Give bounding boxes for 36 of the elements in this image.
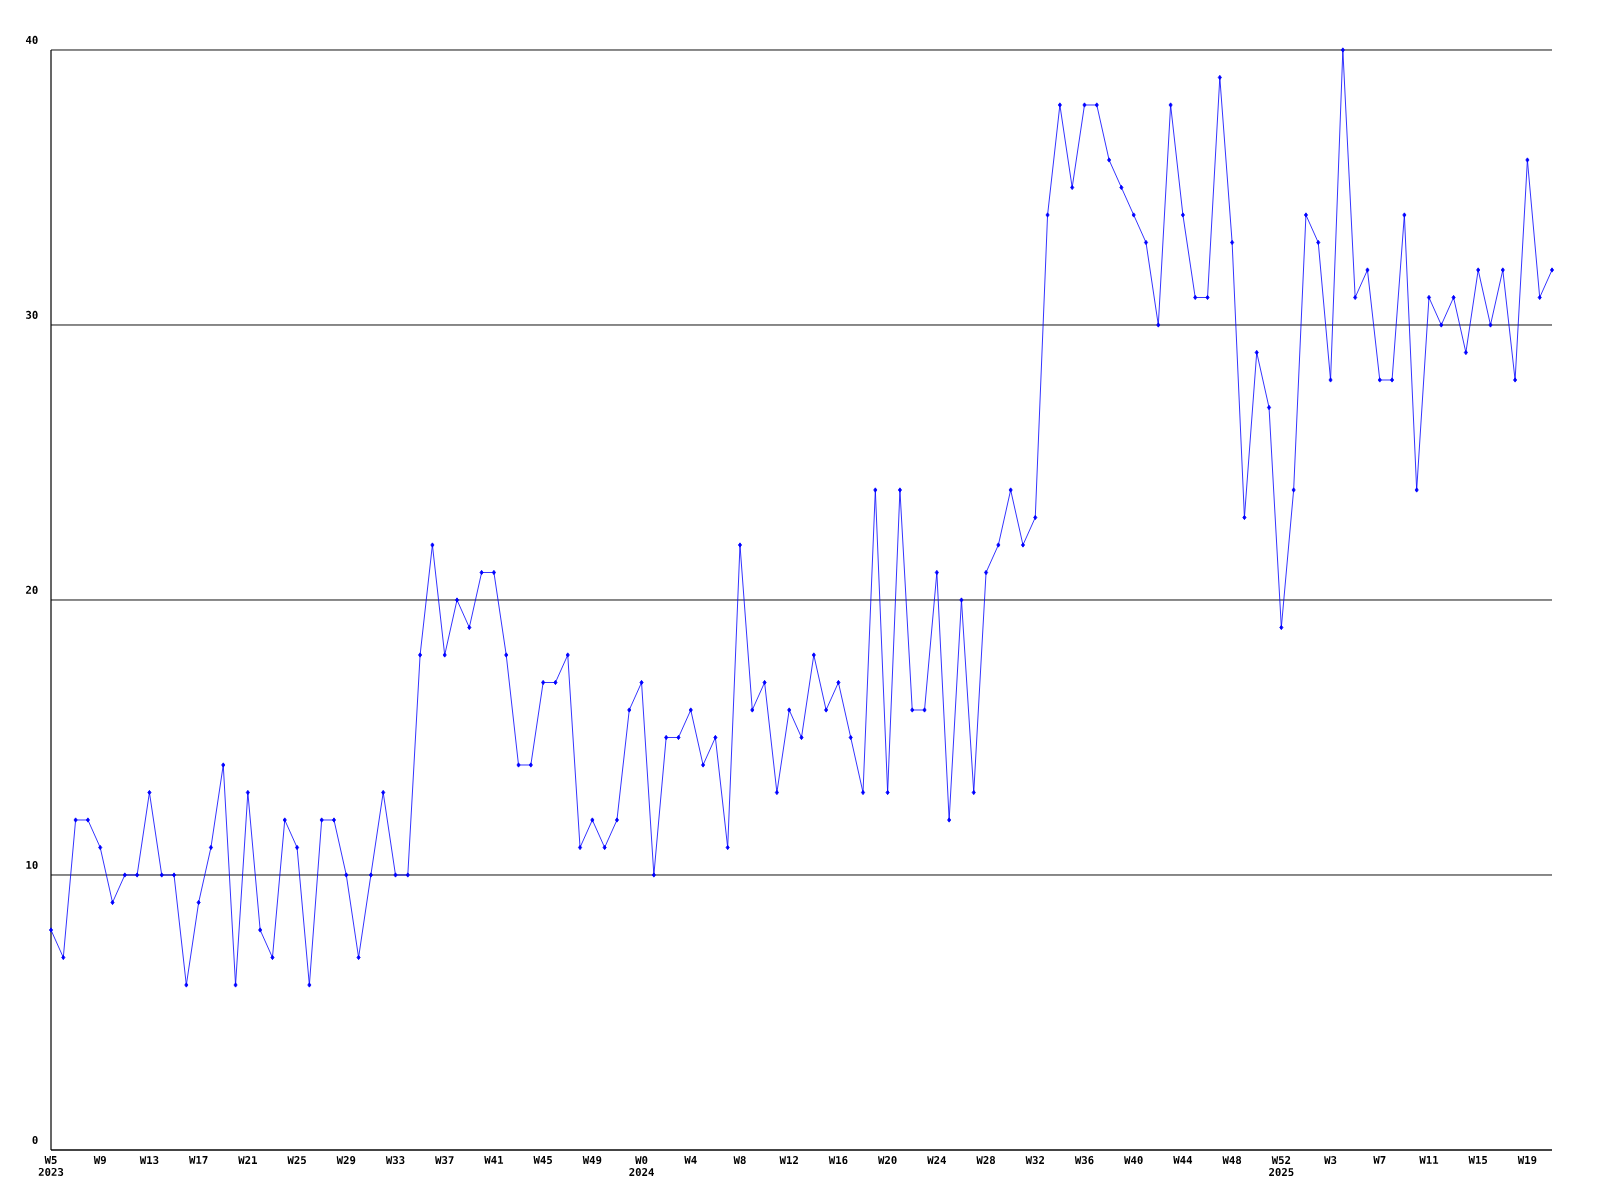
x-tick-label: W52 2025 [1269,1156,1294,1177]
x-tick-label: W15 [1468,1156,1488,1164]
x-tick-label: W9 [93,1156,106,1165]
x-tick-label: W17 [189,1156,208,1164]
x-tick-label: W33 [385,1156,405,1165]
x-tick-label: W24 [927,1156,946,1164]
x-tick-label: W29 [336,1156,356,1165]
x-tick-label: W12 [779,1156,798,1164]
x-tick-label: W5 2023 [38,1156,64,1176]
x-tick-label: W20 [878,1156,897,1165]
x-tick-label: W41 [484,1156,504,1164]
x-tick-label: W21 [238,1156,257,1164]
x-tick-label: W19 [1517,1156,1537,1165]
x-tick-label: W3 [1324,1156,1337,1165]
x-tick-label: W48 [1222,1156,1242,1165]
x-tick-label: W49 [582,1156,602,1165]
x-tick-label: W13 [139,1156,159,1165]
y-tick-label: 0 [32,1135,38,1144]
x-tick-label: W44 [1173,1156,1193,1164]
x-tick-label: W16 [828,1156,848,1165]
y-tick-label: 40 [25,35,38,44]
x-tick-label: W32 [1025,1156,1045,1165]
x-tick-label: W0 2024 [629,1156,654,1177]
x-tick-label: W45 [533,1156,553,1164]
x-tick-label: W25 [287,1156,306,1165]
x-tick-label: W4 [684,1156,697,1164]
x-tick-label: W40 [1124,1156,1143,1165]
x-tick-label: W11 [1419,1156,1439,1164]
y-tick-label: 30 [26,310,38,319]
y-tick-label: 20 [26,585,38,594]
x-tick-label: W36 [1074,1156,1094,1165]
x-tick-label: W28 [976,1156,996,1165]
x-tick-label: W7 [1373,1156,1386,1164]
x-tick-label: W8 [733,1156,746,1165]
y-tick-label: 10 [26,860,38,869]
x-tick-label: W37 [435,1156,454,1165]
